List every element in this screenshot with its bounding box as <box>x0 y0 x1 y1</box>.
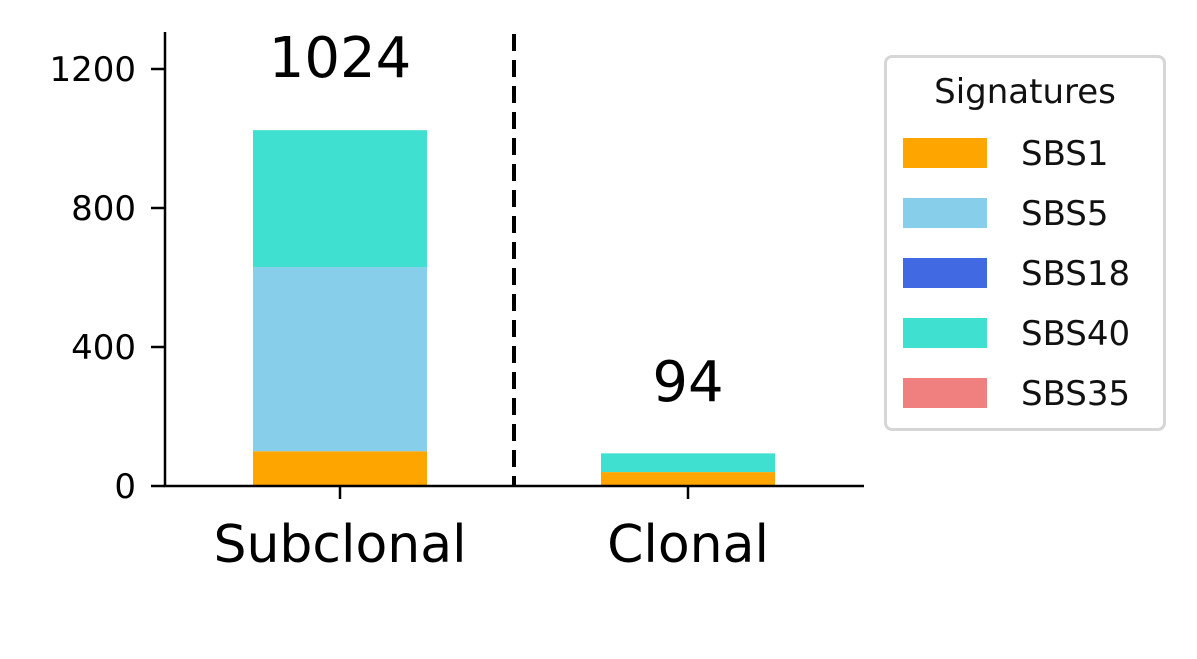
x-axis: Subclonal Clonal <box>213 486 769 575</box>
legend-label: SBS5 <box>1021 194 1109 234</box>
y-tick-label: 0 <box>114 467 136 507</box>
y-tick-label: 400 <box>71 328 136 368</box>
legend-item-sbs35: SBS35 <box>901 374 1161 414</box>
legend-item-sbs18: SBS18 <box>901 254 1161 294</box>
legend-item-sbs1: SBS1 <box>901 134 1161 174</box>
total-label-subclonal: 1024 <box>269 26 412 91</box>
legend-label: SBS1 <box>1021 134 1109 174</box>
legend-swatch <box>903 198 987 228</box>
bar-segment-subclonal-sbs5 <box>253 267 427 452</box>
y-tick-label: 800 <box>71 189 136 229</box>
legend: Signatures SBS1 SBS5 SBS18 SBS40 SBS35 <box>884 55 1166 431</box>
legend-label: SBS35 <box>1021 374 1131 414</box>
legend-swatch <box>903 318 987 348</box>
total-labels-layer: 1024 94 <box>269 26 724 415</box>
x-tick-label-subclonal: Subclonal <box>213 515 466 575</box>
bar-segment-clonal-sbs40 <box>601 453 775 473</box>
y-tick-label: 1200 <box>49 50 136 90</box>
bars-layer <box>253 130 775 486</box>
legend-label: SBS40 <box>1021 314 1131 354</box>
legend-label: SBS18 <box>1021 254 1131 294</box>
bar-segment-subclonal-sbs40 <box>253 130 427 268</box>
legend-swatch <box>903 378 987 408</box>
bar-segment-subclonal-sbs1 <box>253 451 427 486</box>
bar-segment-clonal-sbs1 <box>601 472 775 486</box>
legend-swatch <box>903 138 987 168</box>
legend-item-sbs5: SBS5 <box>901 194 1161 234</box>
legend-swatch <box>903 258 987 288</box>
y-axis: 0 400 800 1200 <box>49 50 165 507</box>
legend-item-sbs40: SBS40 <box>901 314 1161 354</box>
total-label-clonal: 94 <box>652 350 723 415</box>
x-tick-label-clonal: Clonal <box>607 515 769 575</box>
legend-title: Signatures <box>934 72 1116 112</box>
